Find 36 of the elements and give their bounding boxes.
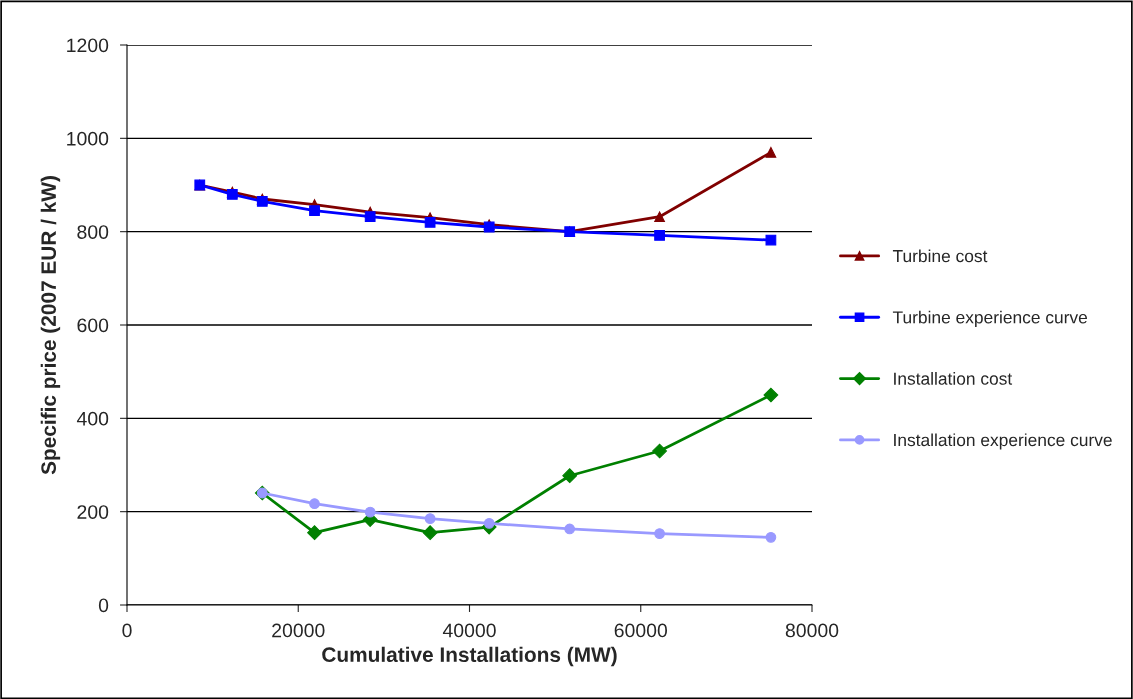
x-tick-label: 60000 xyxy=(614,623,668,638)
point xyxy=(364,506,376,518)
y-tick-label: 0 xyxy=(98,598,109,613)
point xyxy=(654,528,665,539)
y-tick-label: 1000 xyxy=(67,131,109,146)
legend-label: Turbine cost xyxy=(892,249,988,263)
point xyxy=(654,230,665,241)
point xyxy=(483,517,495,529)
point xyxy=(307,525,322,541)
point xyxy=(424,513,436,525)
point xyxy=(422,525,438,541)
point xyxy=(309,498,320,510)
point xyxy=(654,211,665,223)
point xyxy=(309,205,320,217)
y-tick-label: 400 xyxy=(76,411,109,426)
x-axis-title: Cumulative Installations (MW) xyxy=(322,646,617,667)
legend-label: Installation cost xyxy=(894,372,1013,385)
point xyxy=(765,531,777,543)
y-tick-label: 600 xyxy=(77,318,109,333)
x-tick-label: 20000 xyxy=(272,623,325,638)
y-axis-title: Specific price (2007 EUR / kW) xyxy=(40,176,61,475)
x-tick-label: 0 xyxy=(122,623,132,638)
y-tick-label: 200 xyxy=(77,505,109,519)
point xyxy=(562,468,578,484)
y-tick-label: 800 xyxy=(77,225,109,239)
point xyxy=(424,216,436,228)
x-tick-label: 40000 xyxy=(442,623,496,638)
point xyxy=(364,211,376,223)
point xyxy=(564,523,576,535)
y-tick-label: 1200 xyxy=(67,38,109,53)
x-tick-label: 80000 xyxy=(785,623,839,638)
legend-label: Turbine experience curve xyxy=(892,310,1088,327)
point xyxy=(765,146,777,158)
legend-label: Installation experience curve xyxy=(894,433,1112,450)
point xyxy=(652,443,667,459)
point xyxy=(763,387,779,403)
